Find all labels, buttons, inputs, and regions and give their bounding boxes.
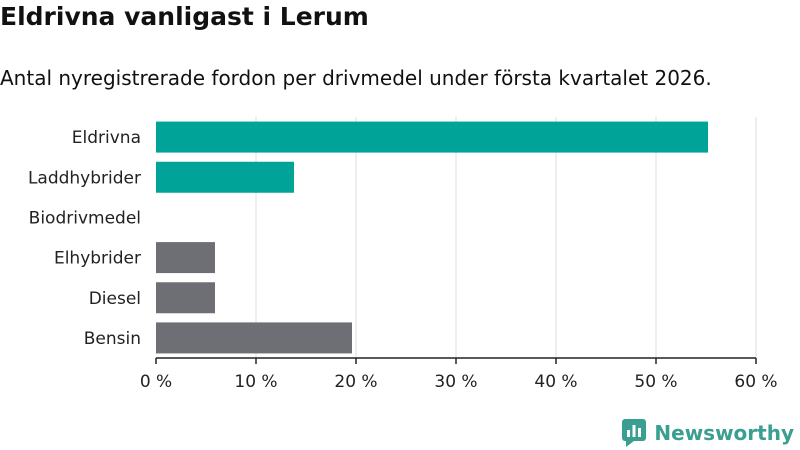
x-tick-label-6: 60 %: [734, 372, 777, 392]
bar-5: [156, 322, 352, 354]
x-tick-label-0: 0 %: [140, 372, 172, 392]
category-label-3: Elhybrider: [54, 249, 141, 269]
newsworthy-logo-icon: [622, 419, 647, 447]
chart-title: Eldrivna vanligast i Lerum: [0, 2, 369, 31]
category-label-0: Eldrivna: [72, 128, 141, 148]
x-tick-label-5: 50 %: [634, 372, 677, 392]
bar-4: [156, 282, 215, 314]
newsworthy-logo: Newsworthy: [622, 419, 794, 447]
newsworthy-logo-text: Newsworthy: [654, 421, 794, 445]
category-label-1: Laddhybrider: [28, 168, 141, 188]
x-tick-label-4: 40 %: [534, 372, 577, 392]
category-label-2: Biodrivmedel: [29, 208, 141, 228]
chart-subtitle: Antal nyregistrerade fordon per drivmede…: [0, 66, 712, 90]
bar-0: [156, 121, 708, 153]
category-label-5: Bensin: [84, 329, 141, 349]
x-tick-label-1: 10 %: [234, 372, 277, 392]
bar-1: [156, 161, 294, 193]
x-tick-label-3: 30 %: [434, 372, 477, 392]
bar-chart: Eldrivna Laddhybrider Biodrivmedel Elhybrid…: [28, 117, 778, 392]
category-label-4: Diesel: [89, 289, 141, 309]
bar-3: [156, 242, 215, 274]
x-tick-label-2: 20 %: [334, 372, 377, 392]
